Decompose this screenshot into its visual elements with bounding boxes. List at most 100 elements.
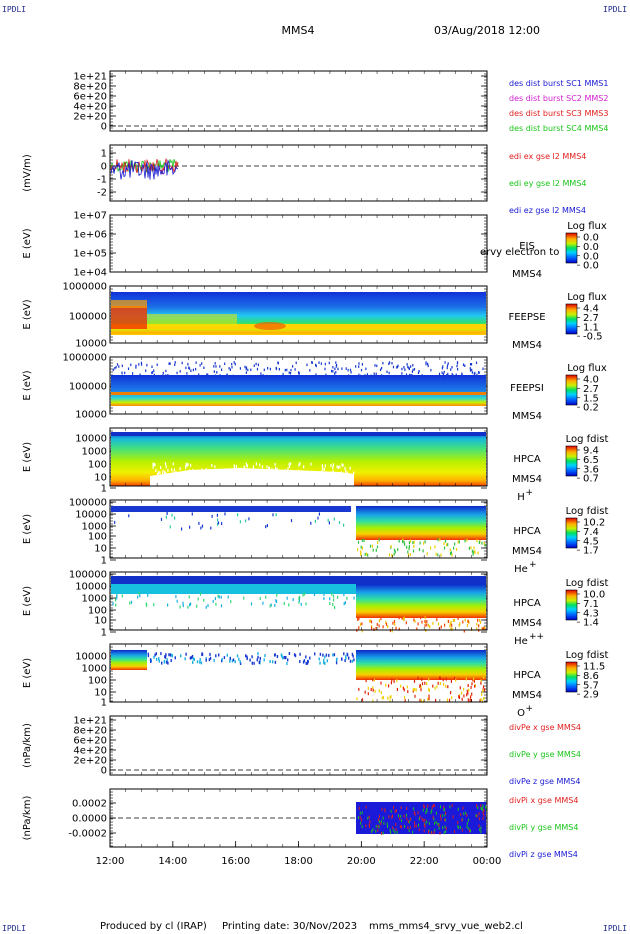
divpi-trace-1 xyxy=(378,825,380,829)
spectrogram-speckle xyxy=(453,676,456,680)
spectrogram-speckle xyxy=(201,653,203,657)
spectrogram-speckle xyxy=(158,657,160,661)
spectrogram-speckle xyxy=(443,682,445,686)
spectrogram-speckle xyxy=(332,653,334,657)
spectrogram-speckle xyxy=(118,365,120,368)
spectrogram-speckle xyxy=(392,365,395,369)
spectrogram-speckle xyxy=(116,363,119,366)
spectrogram-speckle xyxy=(192,368,194,372)
spectrogram-speckle xyxy=(334,367,336,371)
y-tick-label: 100 xyxy=(88,676,107,687)
spectrogram-speckle xyxy=(424,540,426,544)
spectrogram-speckle xyxy=(327,518,329,522)
spectrogram-speckle xyxy=(373,376,375,379)
spectrogram-speckle xyxy=(413,540,415,544)
spectrogram-speckle xyxy=(332,463,334,467)
spectrogram-speckle xyxy=(313,376,315,379)
spectrogram-speckle xyxy=(147,593,149,597)
spectrogram-speckle xyxy=(213,658,215,662)
divpi-trace-2 xyxy=(440,814,441,818)
legend-entry: divPi y gse MMS4 xyxy=(509,823,578,832)
spectrogram-speckle xyxy=(193,374,195,378)
instrument-spacecraft-label: MMS4 xyxy=(512,618,542,629)
divpi-trace-1 xyxy=(426,809,428,813)
spectrogram-speckle xyxy=(253,364,255,367)
spectrogram-speckle xyxy=(168,653,170,657)
spectrogram-speckle xyxy=(388,553,391,557)
spectrogram-speckle xyxy=(446,364,449,367)
x-tick-label: 22:00 xyxy=(410,856,439,867)
spectrogram-speckle xyxy=(166,512,168,515)
spectrogram-speckle xyxy=(334,605,336,609)
spectrogram-speckle xyxy=(288,652,291,655)
spectrogram-speckle xyxy=(153,655,155,659)
spectrogram-warm-region xyxy=(111,300,147,308)
spectrogram-top-band xyxy=(111,432,486,436)
divpi-trace-2 xyxy=(417,811,419,815)
spectrogram-speckle xyxy=(345,655,347,659)
spectrogram-speckle xyxy=(455,548,458,551)
spectrogram-speckle xyxy=(332,366,334,369)
spectrogram-speckle xyxy=(466,624,469,628)
spectrogram-speckle xyxy=(175,471,177,475)
spectrogram-speckle xyxy=(345,375,347,378)
instrument-label: HPCA xyxy=(513,670,541,681)
divpi-trace-2 xyxy=(413,811,415,814)
spectrogram-speckle xyxy=(154,653,156,657)
colorbar-tick-label: 2.7 xyxy=(583,384,599,395)
spectrogram-speckle xyxy=(332,370,334,373)
spectrogram-speckle xyxy=(215,365,217,368)
spectrogram-speckle xyxy=(361,546,364,550)
spectrogram-speckle xyxy=(150,660,152,663)
spectrogram-speckle xyxy=(358,373,360,377)
spectrogram-speckle xyxy=(283,601,285,605)
divpi-trace-2 xyxy=(478,824,480,828)
divpi-trace-1 xyxy=(444,825,446,829)
colorbar xyxy=(565,232,578,264)
divpi-trace-2 xyxy=(379,814,380,818)
spectrogram-speckle xyxy=(146,603,148,607)
spectrogram-speckle xyxy=(420,616,422,620)
legend-entry: edi ex gse l2 MMS4 xyxy=(509,152,586,161)
spectrogram-speckle xyxy=(484,688,486,692)
spectrogram-speckle xyxy=(190,463,192,467)
spectrogram-speckle xyxy=(189,525,191,529)
spectrogram-speckle xyxy=(283,656,286,659)
spectrogram-speckle xyxy=(318,361,320,364)
y-tick-label: 0.0000 xyxy=(72,814,107,825)
y-tick-label: 1000000 xyxy=(62,353,107,364)
spectrogram-speckle xyxy=(446,698,448,702)
spectrogram-speckle xyxy=(245,366,248,369)
divpi-trace-2 xyxy=(432,804,434,808)
spectrogram-speckle xyxy=(378,624,380,628)
spectrogram-speckle xyxy=(379,368,382,372)
divpi-trace-2 xyxy=(483,808,485,812)
spectrogram-speckle xyxy=(412,364,414,367)
spectrogram-speckle xyxy=(444,361,446,364)
spectrogram-speckle xyxy=(284,469,286,473)
spectrogram-speckle xyxy=(468,688,470,692)
spectrogram-speckle xyxy=(161,661,163,665)
spectrogram-speckle xyxy=(270,472,272,476)
divpi-trace-2 xyxy=(431,831,433,835)
spectrogram-speckle xyxy=(167,374,169,377)
spectrogram-speckle xyxy=(403,616,405,620)
spectrogram-speckle xyxy=(216,513,218,517)
spectrogram-speckle xyxy=(182,601,184,605)
spectrogram-speckle xyxy=(361,363,363,366)
divpi-trace-1 xyxy=(408,820,410,824)
spectrogram-speckle xyxy=(372,688,374,692)
species-charge-label: + xyxy=(526,704,534,714)
divpi-trace-1 xyxy=(401,819,402,823)
spectrogram-speckle xyxy=(236,654,239,658)
spectrogram-speckle xyxy=(389,361,391,364)
spectrogram-speckle xyxy=(330,464,332,467)
spectrogram-speckle xyxy=(457,616,459,620)
spectrogram-speckle xyxy=(412,688,414,692)
instrument-label: HPCA xyxy=(513,598,541,609)
divpi-trace-2 xyxy=(414,813,416,817)
divpi-trace-1 xyxy=(390,809,392,813)
spectrogram-speckle xyxy=(382,696,384,700)
legend-entry: edi ey gse l2 MMS4 xyxy=(509,179,587,188)
spectrogram-speckle xyxy=(174,361,176,364)
